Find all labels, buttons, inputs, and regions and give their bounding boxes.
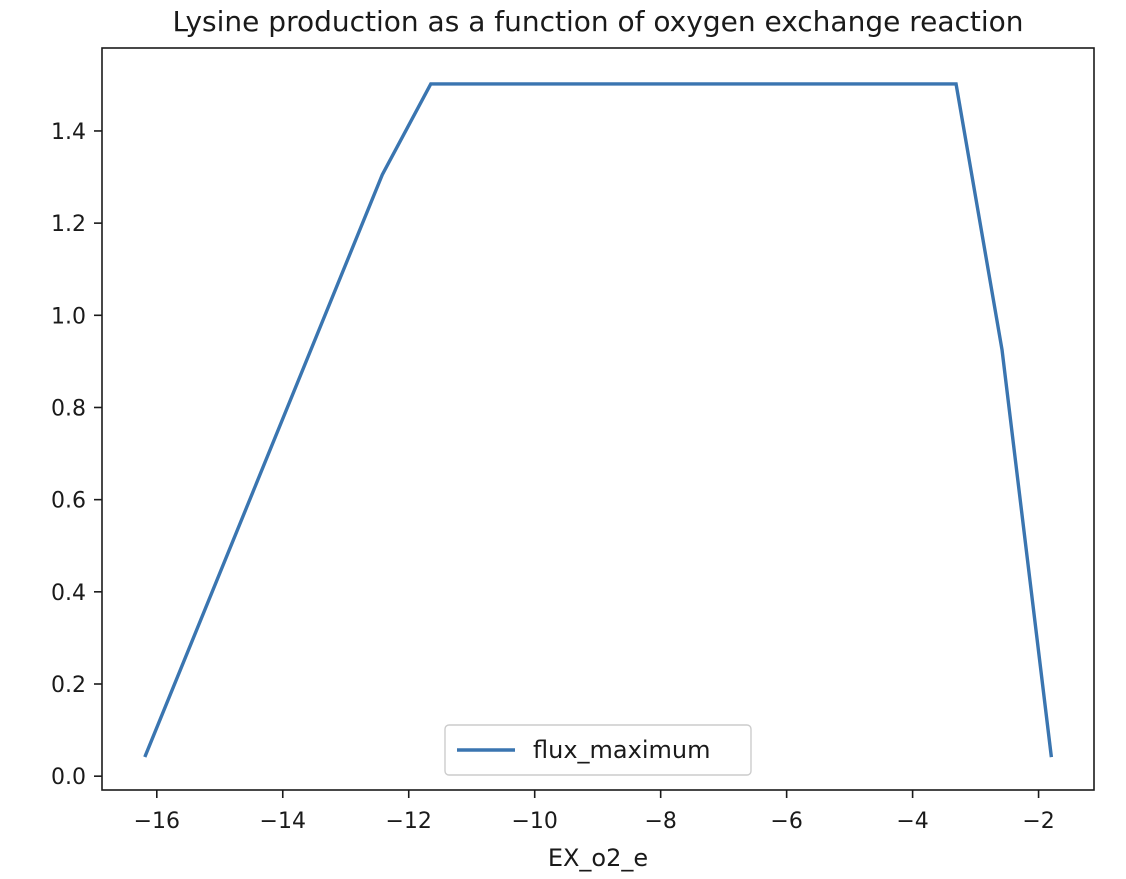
y-tick-label: 0.6 xyxy=(51,489,86,514)
plot-area xyxy=(143,82,1054,758)
axes: −16 −14 −12 −10 −8 −6 −4 −2 0.0 0.2 0.4 0.6 0.8 1.0 1.… xyxy=(51,47,1095,834)
y-tick-label: 1.2 xyxy=(51,212,86,237)
axes-frame xyxy=(101,47,1095,791)
x-tick-label: −16 xyxy=(134,809,180,834)
legend-box xyxy=(444,724,752,776)
y-tick-label: 1.4 xyxy=(51,120,86,145)
x-axis-title: EX_o2_e xyxy=(548,844,648,872)
x-tick-label: −10 xyxy=(511,809,557,834)
x-tick-label: −4 xyxy=(896,809,928,834)
x-tick-label: −14 xyxy=(260,809,306,834)
series-line-flux_maximum xyxy=(143,82,1054,758)
x-tick-label: −12 xyxy=(386,809,432,834)
y-tick-label: 0.4 xyxy=(51,581,86,606)
chart-title: Lysine production as a function of oxyge… xyxy=(172,5,1023,38)
y-tick-label: 0.0 xyxy=(51,765,86,790)
y-tick-label: 0.8 xyxy=(51,396,86,421)
y-tick-label: 0.2 xyxy=(51,673,86,698)
x-tick-label: −8 xyxy=(644,809,676,834)
x-tick-label: −2 xyxy=(1022,809,1054,834)
legend-label: flux_maximum xyxy=(533,736,710,764)
x-tick-label: −6 xyxy=(770,809,802,834)
legend: flux_maximum xyxy=(444,724,752,776)
y-tick-label: 1.0 xyxy=(51,304,86,329)
